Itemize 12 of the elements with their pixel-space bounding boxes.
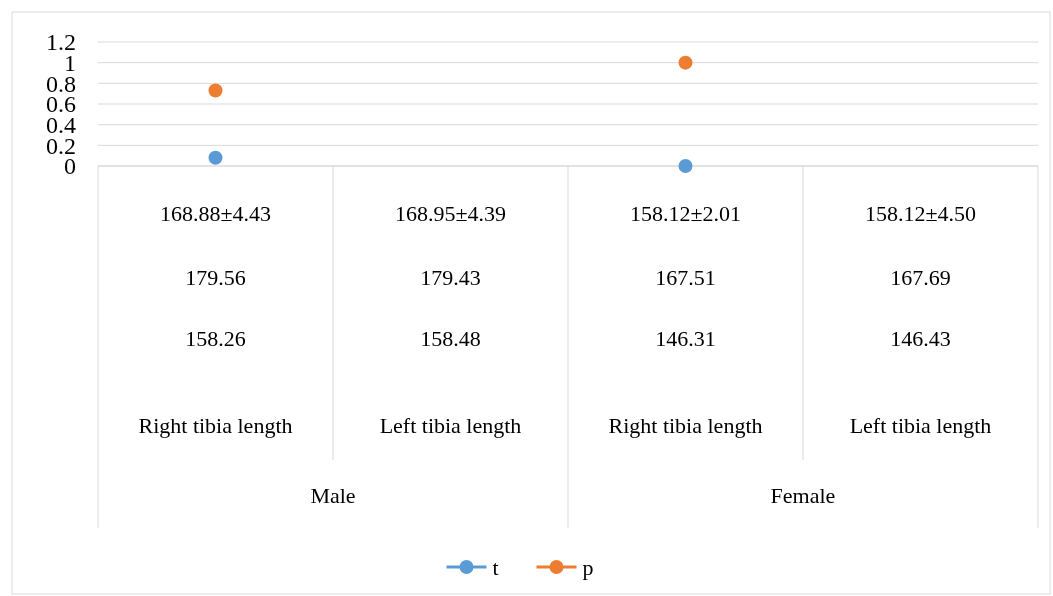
point xyxy=(208,83,223,98)
legend-label: t xyxy=(492,554,499,580)
legend-label: p xyxy=(582,554,594,580)
text: Female xyxy=(770,482,836,508)
category-label: 158.12±2.01 167.51 146.31 Right tibia length xyxy=(608,200,763,438)
point xyxy=(678,159,693,173)
category-label: 168.88±4.43 179.56 158.26 Right tibia length xyxy=(138,200,293,438)
category-label: 158.12±4.50 167.69 146.43 Left tibia length xyxy=(849,200,992,438)
point xyxy=(208,150,223,165)
text: Male xyxy=(310,482,356,508)
point xyxy=(678,55,693,70)
category-label: 168.95±4.39 179.43 158.48 Left tibia length xyxy=(379,200,522,438)
